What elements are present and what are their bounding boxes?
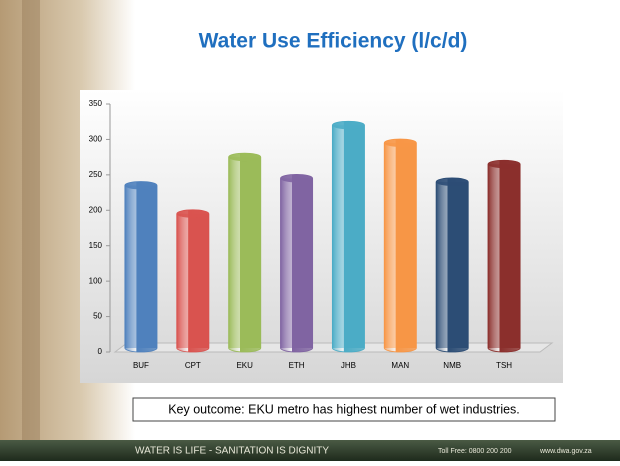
- chart-title: Water Use Efficiency (l/c/d): [199, 30, 468, 53]
- y-tick-label: 350: [89, 99, 103, 108]
- bar: [487, 159, 521, 353]
- x-tick-label: ETH: [289, 361, 305, 370]
- footer-slogan: WATER IS LIFE - SANITATION IS DIGNITY: [135, 446, 329, 457]
- bar: [124, 181, 158, 353]
- x-tick-label: MAN: [391, 361, 409, 370]
- footer-website: www.dwa.gov.za: [539, 448, 592, 455]
- bar: [176, 209, 210, 353]
- x-tick-label: CPT: [185, 361, 201, 370]
- footer-phone: Toll Free: 0800 200 200: [438, 448, 512, 455]
- bar: [228, 152, 262, 353]
- bar: [435, 177, 469, 353]
- y-tick-label: 150: [89, 241, 103, 250]
- x-tick-label: TSH: [496, 361, 512, 370]
- bar-cap: [487, 160, 521, 169]
- note: Key outcome: EKU metro has highest numbe…: [168, 402, 520, 416]
- bar-cap: [228, 153, 261, 162]
- x-tick-label: EKU: [236, 361, 253, 370]
- y-tick-label: 300: [89, 135, 103, 144]
- bar: [280, 174, 314, 353]
- y-tick-label: 200: [89, 205, 103, 214]
- bar-cap: [384, 138, 417, 147]
- y-tick-label: 100: [89, 276, 103, 285]
- y-tick-label: 250: [89, 170, 103, 179]
- bar-cap: [436, 177, 469, 186]
- bar-cap: [280, 174, 313, 183]
- chart-area: [80, 90, 563, 383]
- y-tick-label: 0: [98, 347, 103, 356]
- side-image: [22, 0, 40, 440]
- x-tick-label: BUF: [133, 361, 149, 370]
- bar-cap: [176, 209, 209, 218]
- bar-cap: [124, 181, 158, 190]
- bar: [331, 120, 365, 353]
- y-tick-label: 50: [93, 312, 102, 321]
- bar-cap: [332, 121, 365, 130]
- x-tick-label: JHB: [341, 361, 356, 370]
- x-tick-label: NMB: [443, 361, 461, 370]
- footer-bar: [0, 440, 620, 461]
- bar: [383, 138, 417, 353]
- note-box: [132, 397, 556, 422]
